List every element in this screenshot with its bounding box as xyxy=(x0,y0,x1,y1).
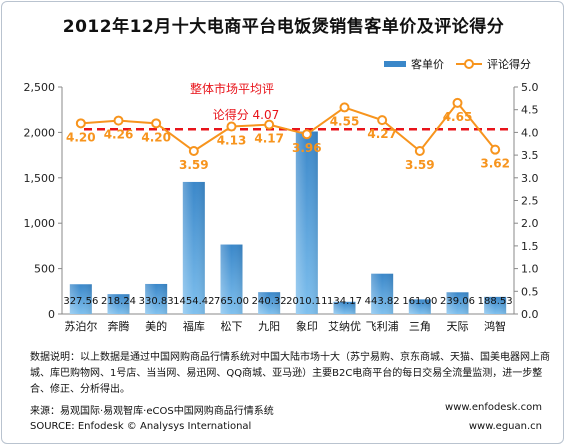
bar-value-label: 443.82 xyxy=(365,296,400,307)
score-value-label: 4.65 xyxy=(443,110,473,124)
bar-shade xyxy=(69,284,92,314)
score-point xyxy=(452,97,463,108)
legend-line-label: 评论得分 xyxy=(487,57,531,71)
score-point xyxy=(339,102,350,113)
bar-value-label: 1454.42 xyxy=(173,296,214,307)
score-value-label: 4.20 xyxy=(66,130,96,144)
site-eguan: www.eguan.cn xyxy=(468,421,542,432)
bar-value-label: 218.24 xyxy=(101,296,136,307)
bar-value-label: 2010.11 xyxy=(286,296,327,307)
score-value-label: 4.55 xyxy=(330,114,360,128)
bar-value-label: 161.00 xyxy=(402,296,437,307)
bar-shade xyxy=(484,296,507,314)
score-point xyxy=(490,144,501,155)
score-value-label: 4.26 xyxy=(104,128,134,142)
score-point xyxy=(264,119,275,130)
category-label: 天际 xyxy=(447,320,469,333)
score-value-label: 4.20 xyxy=(141,130,171,144)
score-point xyxy=(113,115,124,126)
score-value-label: 3.96 xyxy=(292,141,322,155)
score-value-label: 4.27 xyxy=(367,127,397,141)
score-point xyxy=(226,121,237,132)
right-tick-label: 2.5 xyxy=(521,195,539,208)
bar-shade xyxy=(258,292,281,314)
category-label: 美的 xyxy=(145,319,167,333)
left-tick-label: 1,000 xyxy=(24,217,56,230)
category-label: 福库 xyxy=(183,319,205,333)
right-tick-label: 5.0 xyxy=(521,81,539,94)
score-value-label: 4.13 xyxy=(217,133,247,147)
score-value-label: 3.59 xyxy=(179,158,209,172)
bar-shade xyxy=(295,131,318,314)
score-value-label: 4.17 xyxy=(254,132,284,146)
score-point xyxy=(301,129,312,140)
category-label: 奔腾 xyxy=(108,319,130,333)
score-point xyxy=(75,118,86,129)
category-label: 飞利浦 xyxy=(366,320,399,333)
category-label: 苏泊尔 xyxy=(64,320,97,333)
left-tick-label: 2,500 xyxy=(24,81,56,94)
score-value-label: 3.62 xyxy=(480,157,510,171)
average-label-line2: 论得分 4.07 xyxy=(213,107,280,122)
bar-shade xyxy=(107,294,130,314)
left-tick-label: 2,000 xyxy=(24,126,56,139)
source-cn: 来源：易观国际·易观智库·eCOS中国网购商品行情系统 xyxy=(30,406,274,417)
legend-line-marker xyxy=(464,59,474,69)
bar-shade xyxy=(371,273,394,314)
right-tick-label: 4.0 xyxy=(521,126,539,139)
bar-value-label: 330.83 xyxy=(139,296,174,307)
average-label-line1: 整体市场平均评 xyxy=(190,81,274,96)
right-tick-label: 0.0 xyxy=(521,308,539,321)
bar-value-label: 239.06 xyxy=(440,296,475,307)
right-tick-label: 0.5 xyxy=(521,285,539,298)
category-label: 象印 xyxy=(296,320,318,333)
bar-shade xyxy=(145,283,168,314)
score-point xyxy=(188,146,199,157)
right-tick-label: 3.5 xyxy=(521,149,539,162)
right-tick-label: 2.0 xyxy=(521,217,539,230)
bar-value-label: 327.56 xyxy=(63,296,98,307)
data-notes: 数据说明：以上数据是通过中国网购商品行情系统对中国大陆市场十大（苏宁易购、京东商… xyxy=(30,352,550,395)
right-tick-label: 1.5 xyxy=(521,240,539,253)
bar-value-label: 765.00 xyxy=(214,296,249,307)
category-label: 艾纳优 xyxy=(328,320,361,333)
legend-bar-label: 客单价 xyxy=(411,57,444,71)
bar-shade xyxy=(408,299,431,314)
score-point xyxy=(151,118,162,129)
score-point xyxy=(414,146,425,157)
score-value-label: 3.59 xyxy=(405,158,435,172)
right-tick-label: 3.0 xyxy=(521,172,539,185)
bar-value-label: 134.17 xyxy=(327,296,362,307)
bar-shade xyxy=(220,244,243,314)
bar-shade xyxy=(446,292,469,314)
bar-value-label: 240.32 xyxy=(252,296,287,307)
category-label: 鸿智 xyxy=(484,319,506,333)
bar-value-label: 188.53 xyxy=(478,296,513,307)
chart-title: 2012年12月十大电商平台电饭煲销售客单价及评论得分 xyxy=(62,17,505,37)
category-label: 三角 xyxy=(409,320,431,333)
bar-shade xyxy=(182,181,205,314)
category-label: 松下 xyxy=(221,319,243,333)
left-tick-label: 0 xyxy=(48,308,55,321)
left-tick-label: 500 xyxy=(34,263,55,276)
score-line xyxy=(80,101,496,153)
right-tick-label: 4.5 xyxy=(521,104,539,117)
left-tick-label: 1,500 xyxy=(24,172,56,185)
category-label: 九阳 xyxy=(258,320,280,333)
bar-shade xyxy=(333,301,356,314)
site-enfodesk: www.enfodesk.com xyxy=(445,402,542,413)
source-en: SOURCE: Enfodesk © Analysys Internationa… xyxy=(30,421,252,432)
right-tick-label: 1.0 xyxy=(521,263,539,276)
legend-bar-swatch xyxy=(384,61,406,67)
score-point xyxy=(377,115,388,126)
